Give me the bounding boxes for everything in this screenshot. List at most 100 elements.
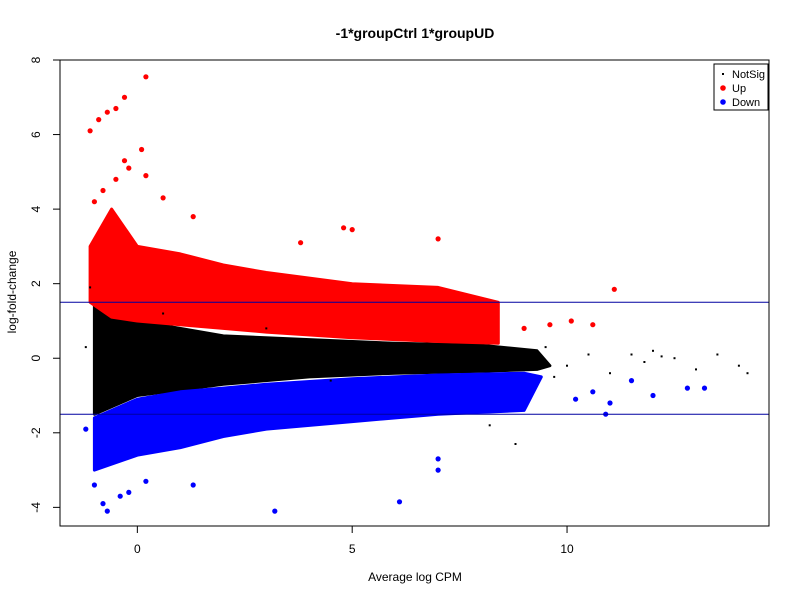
notsig-point — [652, 349, 654, 352]
down-point — [117, 493, 123, 499]
up-point — [126, 165, 132, 171]
down-point — [83, 426, 89, 432]
legend-label-notsig: NotSig — [732, 69, 765, 81]
down-point — [190, 482, 196, 488]
notsig-point — [673, 357, 676, 360]
y-tick-label: 4 — [29, 205, 43, 212]
notsig-point — [286, 372, 289, 375]
density-clouds — [88, 207, 552, 472]
notsig-point — [222, 338, 225, 341]
notsig-point — [200, 383, 203, 386]
up-point — [100, 187, 106, 194]
down-point — [435, 456, 441, 462]
notsig-point — [660, 355, 663, 358]
x-axis-label: Average log CPM — [368, 570, 462, 584]
notsig-point — [89, 286, 92, 289]
notsig-point — [480, 349, 483, 352]
up-point — [349, 227, 355, 233]
notsig-point — [136, 334, 139, 337]
legend-marker-down — [720, 99, 726, 105]
y-tick-label: 0 — [29, 355, 43, 362]
notsig-point — [114, 342, 117, 345]
up-point — [96, 117, 102, 123]
up-point — [160, 195, 166, 201]
notsig-point — [372, 368, 375, 371]
y-tick-label: 6 — [29, 131, 43, 138]
x-tick-label: 10 — [560, 542, 574, 556]
up-point — [547, 322, 553, 328]
notsig-point — [308, 346, 311, 349]
chart-title: -1*groupCtrl 1*groupUD — [336, 25, 495, 41]
up-point — [91, 199, 97, 205]
down-point — [521, 396, 527, 402]
notsig-point — [329, 379, 332, 382]
threshold-lines — [60, 301, 769, 415]
down-point — [573, 396, 579, 402]
down-point — [650, 392, 656, 399]
y-axis: -4 -2 0 2 4 6 8 — [29, 56, 60, 513]
notsig-point — [630, 353, 633, 356]
notsig-point — [265, 327, 268, 330]
up-point — [435, 236, 441, 242]
notsig-point — [415, 364, 418, 367]
notsig-point — [162, 312, 165, 315]
up-point — [190, 214, 196, 220]
notsig-point — [501, 368, 504, 371]
down-point — [126, 489, 132, 495]
notsig-point — [394, 342, 397, 345]
legend: NotSig Up Down — [713, 63, 769, 111]
notsig-point — [746, 372, 749, 375]
data-points — [83, 74, 749, 514]
up-point — [87, 128, 93, 134]
notsig-point — [566, 364, 568, 367]
notsig-point — [437, 353, 440, 356]
down-point — [396, 499, 403, 505]
notsig-point — [458, 361, 461, 363]
notsig-cloud — [92, 304, 552, 416]
y-tick-label: 2 — [29, 280, 43, 287]
notsig-point — [716, 353, 719, 356]
up-point — [104, 109, 110, 115]
up-point — [143, 173, 149, 179]
down-point — [435, 467, 441, 473]
up-point — [121, 94, 128, 100]
down-point — [272, 508, 278, 514]
up-point — [143, 74, 149, 80]
notsig-point — [149, 368, 152, 371]
x-tick-label: 0 — [134, 542, 141, 556]
down-point — [628, 378, 635, 384]
notsig-point — [523, 353, 526, 356]
notsig-point — [514, 443, 517, 445]
notsig-point — [737, 364, 740, 367]
up-point — [121, 158, 128, 164]
y-tick-label: 8 — [29, 56, 43, 63]
up-point — [611, 286, 617, 292]
y-tick-label: -2 — [29, 427, 43, 438]
up-point — [568, 318, 574, 324]
up-cloud — [88, 207, 500, 345]
legend-label-up: Up — [732, 83, 746, 95]
notsig-point — [179, 353, 182, 356]
down-point — [143, 478, 149, 484]
x-axis: 0 5 10 — [134, 525, 574, 556]
down-point — [684, 385, 691, 391]
down-point — [607, 400, 613, 406]
legend-label-down: Down — [732, 97, 760, 109]
notsig-point — [93, 375, 96, 378]
notsig-point — [102, 316, 104, 319]
notsig-point — [544, 346, 547, 349]
y-tick-label: -4 — [29, 502, 43, 513]
x-tick-label: 5 — [349, 542, 356, 556]
notsig-point — [695, 368, 697, 371]
up-point — [298, 240, 304, 246]
notsig-point — [488, 424, 491, 427]
down-cloud — [92, 371, 543, 472]
notsig-point — [351, 349, 354, 352]
notsig-point — [553, 375, 556, 378]
down-point — [91, 482, 97, 488]
notsig-point — [587, 353, 590, 356]
notsig-point — [243, 364, 246, 367]
legend-marker-notsig — [722, 73, 724, 75]
notsig-point — [84, 346, 87, 349]
